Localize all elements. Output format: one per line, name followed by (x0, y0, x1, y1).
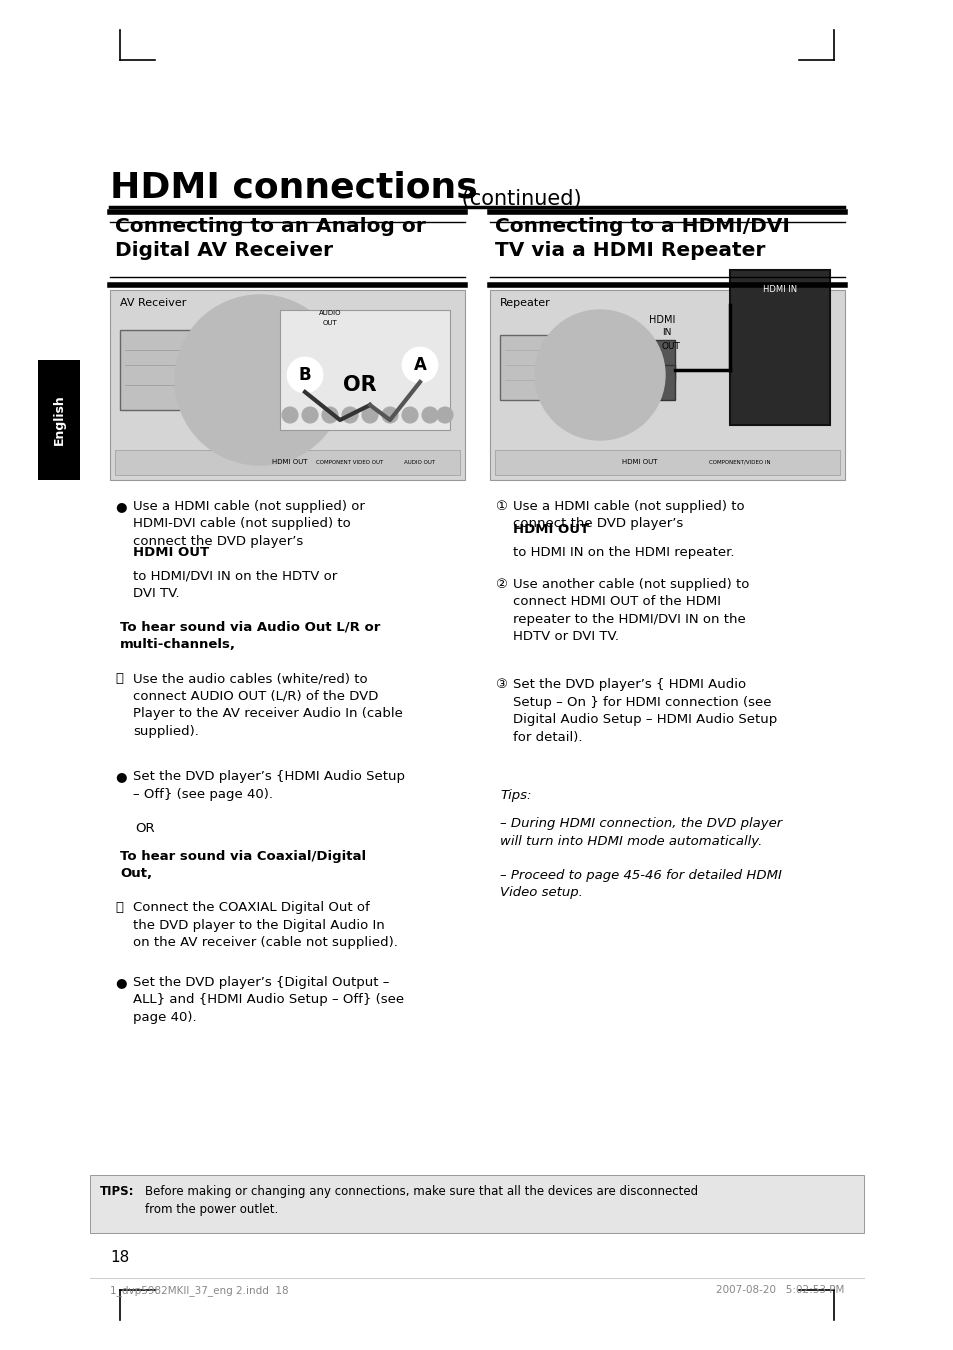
Text: COMPONENT/VIDEO IN: COMPONENT/VIDEO IN (708, 459, 770, 464)
Text: ③: ③ (495, 679, 506, 691)
Circle shape (341, 406, 357, 423)
Circle shape (381, 406, 397, 423)
Text: (continued): (continued) (455, 189, 581, 209)
Text: ②: ② (495, 578, 506, 590)
Text: ●: ● (115, 771, 127, 783)
Circle shape (237, 358, 262, 382)
Circle shape (174, 296, 345, 464)
FancyBboxPatch shape (115, 450, 459, 475)
Text: HDMI connections: HDMI connections (110, 171, 477, 205)
FancyBboxPatch shape (90, 1174, 863, 1233)
Text: Connect the COAXIAL Digital Out of
the DVD player to the Digital Audio In
on the: Connect the COAXIAL Digital Out of the D… (132, 902, 397, 949)
Text: Set the DVD player’s { HDMI Audio
Setup – On } for HDMI connection (see
Digital : Set the DVD player’s { HDMI Audio Setup … (513, 679, 777, 744)
Circle shape (421, 406, 437, 423)
Text: COMPONENT VIDEO OUT: COMPONENT VIDEO OUT (316, 459, 383, 464)
Text: Set the DVD player’s {Digital Output –
ALL} and {HDMI Audio Setup – Off} (see
pa: Set the DVD player’s {Digital Output – A… (132, 976, 404, 1023)
Text: 18: 18 (110, 1250, 129, 1265)
Text: Repeater: Repeater (499, 298, 550, 308)
Text: ●: ● (115, 500, 127, 513)
Circle shape (402, 348, 436, 382)
Text: Use a HDMI cable (not supplied) to
connect the DVD player’s: Use a HDMI cable (not supplied) to conne… (513, 500, 744, 531)
Circle shape (282, 406, 297, 423)
FancyBboxPatch shape (38, 360, 80, 481)
Text: TIPS:: TIPS: (100, 1185, 134, 1197)
Circle shape (609, 358, 629, 378)
Circle shape (288, 358, 322, 391)
Text: HDMI: HDMI (648, 315, 675, 325)
Text: A: A (414, 356, 426, 374)
FancyBboxPatch shape (490, 290, 844, 481)
Text: to HDMI/DVI IN on the HDTV or
DVI TV.: to HDMI/DVI IN on the HDTV or DVI TV. (132, 570, 337, 601)
Text: Tips:: Tips: (499, 790, 531, 802)
Text: 2007-08-20   5:02:53 PM: 2007-08-20 5:02:53 PM (715, 1285, 843, 1295)
FancyBboxPatch shape (729, 270, 829, 425)
Text: Use another cable (not supplied) to
connect HDMI OUT of the HDMI
repeater to the: Use another cable (not supplied) to conn… (513, 578, 749, 643)
FancyBboxPatch shape (499, 335, 644, 400)
Circle shape (361, 406, 377, 423)
Text: B: B (298, 366, 311, 383)
Text: Before making or changing any connections, make sure that all the devices are di: Before making or changing any connection… (145, 1185, 698, 1197)
Text: 1_dvp5982MKII_37_eng 2.indd  18: 1_dvp5982MKII_37_eng 2.indd 18 (110, 1285, 289, 1296)
Text: – Proceed to page 45-46 for detailed HDMI
Video setup.: – Proceed to page 45-46 for detailed HDM… (499, 869, 781, 899)
Text: – During HDMI connection, the DVD player
will turn into HDMI mode automatically.: – During HDMI connection, the DVD player… (499, 817, 781, 848)
FancyBboxPatch shape (495, 450, 840, 475)
Text: OUT: OUT (661, 342, 680, 351)
Text: English: English (52, 394, 66, 446)
Text: To hear sound via Audio Out L/R or
multi-channels,: To hear sound via Audio Out L/R or multi… (120, 621, 380, 652)
FancyBboxPatch shape (644, 340, 675, 379)
Text: HDMI OUT: HDMI OUT (621, 459, 657, 464)
FancyBboxPatch shape (644, 364, 675, 400)
Text: AUDIO: AUDIO (318, 310, 341, 316)
Text: Use a HDMI cable (not supplied) or
HDMI-DVI cable (not supplied) to
connect the : Use a HDMI cable (not supplied) or HDMI-… (132, 500, 364, 548)
Circle shape (535, 310, 664, 440)
Circle shape (322, 406, 337, 423)
Text: to HDMI IN on the HDMI repeater.: to HDMI IN on the HDMI repeater. (513, 547, 734, 559)
Text: HDMI OUT: HDMI OUT (272, 459, 308, 464)
FancyBboxPatch shape (120, 329, 280, 410)
Text: Connecting to an Analog or
Digital AV Receiver: Connecting to an Analog or Digital AV Re… (115, 217, 425, 261)
Text: To hear sound via Coaxial/Digital
Out,: To hear sound via Coaxial/Digital Out, (120, 849, 366, 880)
Circle shape (401, 406, 417, 423)
Text: Ⓑ: Ⓑ (115, 902, 123, 914)
Text: from the power outlet.: from the power outlet. (145, 1203, 278, 1216)
Text: Ⓐ: Ⓐ (115, 672, 123, 686)
Circle shape (436, 406, 453, 423)
Text: ①: ① (495, 500, 506, 513)
Text: ●: ● (115, 976, 127, 988)
Text: IN: IN (661, 328, 671, 338)
Text: Use the audio cables (white/red) to
connect AUDIO OUT (L/R) of the DVD
Player to: Use the audio cables (white/red) to conn… (132, 672, 402, 738)
Text: HDMI OUT: HDMI OUT (513, 524, 589, 536)
FancyBboxPatch shape (110, 290, 464, 481)
Text: AV Receiver: AV Receiver (120, 298, 186, 308)
Text: Set the DVD player’s {HDMI Audio Setup
– Off} (see page 40).: Set the DVD player’s {HDMI Audio Setup –… (132, 771, 405, 801)
Text: HDMI IN: HDMI IN (762, 285, 796, 294)
Text: HDMI OUT: HDMI OUT (132, 547, 209, 559)
Text: Connecting to a HDMI/DVI
TV via a HDMI Repeater: Connecting to a HDMI/DVI TV via a HDMI R… (495, 217, 789, 261)
Text: OUT: OUT (322, 320, 337, 325)
Text: AUDIO OUT: AUDIO OUT (404, 459, 436, 464)
Text: OR: OR (343, 375, 376, 396)
FancyBboxPatch shape (280, 310, 450, 431)
Text: OR: OR (135, 822, 154, 834)
Circle shape (302, 406, 317, 423)
